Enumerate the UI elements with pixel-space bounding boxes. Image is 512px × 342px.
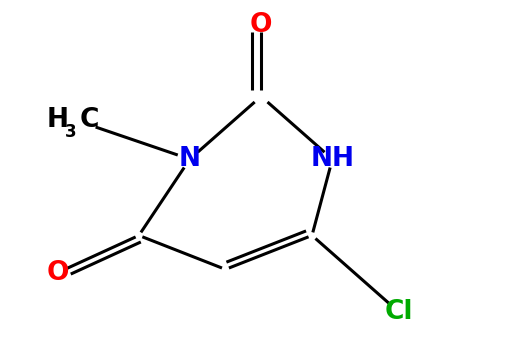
Text: NH: NH bbox=[310, 146, 354, 172]
Text: Cl: Cl bbox=[385, 299, 413, 325]
Text: O: O bbox=[46, 260, 69, 286]
Text: C: C bbox=[80, 107, 99, 133]
Text: H: H bbox=[47, 107, 69, 133]
Text: 3: 3 bbox=[66, 123, 77, 141]
Text: O: O bbox=[250, 12, 272, 38]
Text: N: N bbox=[179, 146, 201, 172]
